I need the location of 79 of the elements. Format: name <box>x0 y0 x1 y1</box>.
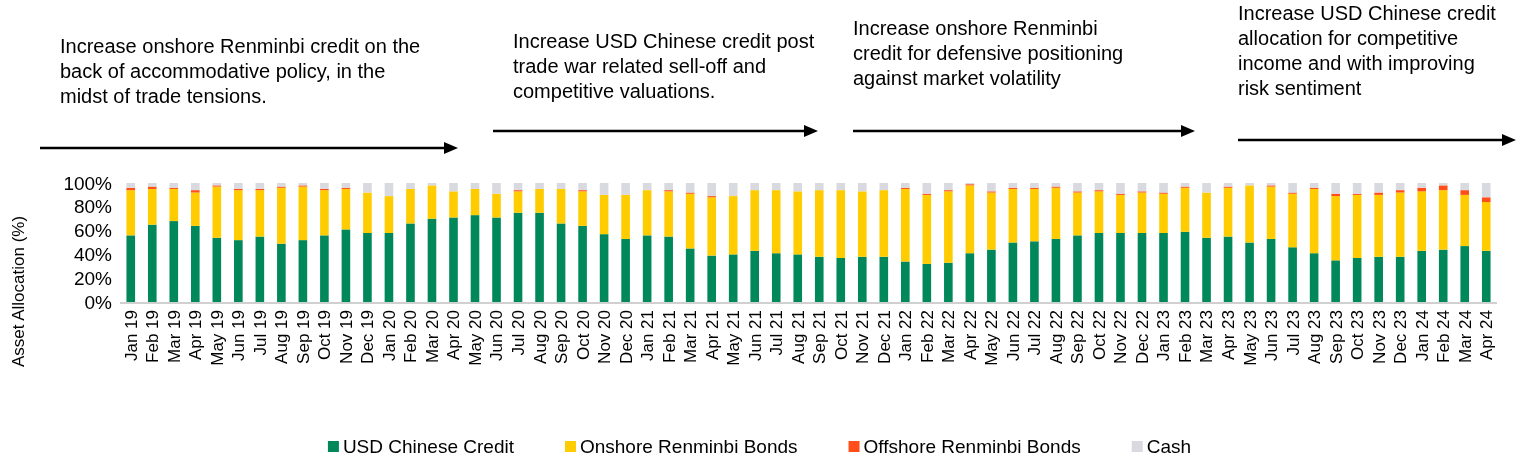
x-tick-label: Aug 23 <box>1305 310 1325 364</box>
x-tick-label: Jan 23 <box>1154 310 1174 362</box>
x-tick-label: Feb 23 <box>1175 310 1195 363</box>
x-tick-label: Jan 24 <box>1412 310 1432 362</box>
text: Increase USD Chinese credit post trade war related sell-off and competitive valuations. <box>513 30 815 102</box>
x-tick-label: May 22 <box>982 310 1002 366</box>
x-tick-label: Mar 21 <box>681 310 701 363</box>
x-tick-label: Jan 20 <box>379 310 399 362</box>
x-tick-label: Mar 20 <box>422 310 442 363</box>
x-tick-label: Apr 24 <box>1477 310 1497 361</box>
x-tick-label: May 20 <box>465 310 485 366</box>
x-tick-label: Dec 22 <box>1132 310 1152 364</box>
x-tick-label: Jul 22 <box>1025 310 1045 356</box>
x-tick-label: May 19 <box>207 310 227 366</box>
x-tick-label: Jun 19 <box>229 310 249 362</box>
x-tick-label: Jan 19 <box>121 310 141 362</box>
legend-label: USD Chinese Credit <box>342 436 515 457</box>
x-tick-label: Sep 19 <box>293 310 313 364</box>
x-tick-label: Apr 22 <box>960 310 980 361</box>
x-tick-label: Feb 24 <box>1434 310 1454 363</box>
x-tick-label: Sep 22 <box>1068 310 1088 364</box>
x-tick-label: May 23 <box>1240 310 1260 366</box>
x-tick-label: Dec 21 <box>874 310 894 364</box>
x-tick-label: Jun 21 <box>745 310 765 362</box>
x-tick-label: Nov 19 <box>336 310 356 364</box>
x-tick-label: Jul 23 <box>1283 310 1303 356</box>
x-tick-label: Nov 21 <box>853 310 873 364</box>
x-tick-label: Oct 20 <box>573 310 593 361</box>
x-tick-label: Apr 19 <box>186 310 206 361</box>
legend-label: Cash <box>1146 436 1192 457</box>
x-tick-label: Feb 19 <box>143 310 163 363</box>
x-tick-label: Nov 22 <box>1111 310 1131 364</box>
y-tick-label: 20% <box>73 267 113 289</box>
x-tick-label: Dec 20 <box>616 310 636 364</box>
x-tick-label: Nov 20 <box>595 310 615 364</box>
x-tick-label: Aug 20 <box>530 310 550 364</box>
x-tick-label: Jun 23 <box>1262 310 1282 362</box>
y-axis-title: Asset Allocation (%) <box>9 215 28 368</box>
y-tick-label: 100% <box>63 172 113 194</box>
x-tick-label: Jul 20 <box>508 310 528 356</box>
x-tick-label: Mar 24 <box>1455 310 1475 363</box>
x-tick-label: Oct 23 <box>1348 310 1368 361</box>
y-tick-label: 80% <box>73 196 113 218</box>
x-tick-label: Jul 19 <box>250 310 270 356</box>
x-tick-label: Mar 19 <box>164 310 184 363</box>
legend-label: Onshore Renminbi Bonds <box>579 436 798 457</box>
x-tick-label: Dec 23 <box>1391 310 1411 364</box>
x-tick-label: Nov 23 <box>1369 310 1389 364</box>
x-tick-label: Mar 23 <box>1197 310 1217 363</box>
y-tick-label: 40% <box>73 244 113 266</box>
x-tick-label: Oct 21 <box>831 310 851 361</box>
x-tick-label: Feb 22 <box>917 310 937 363</box>
x-tick-label: Jun 20 <box>487 310 507 362</box>
x-tick-label: Jan 22 <box>896 310 916 362</box>
x-tick-label: Sep 23 <box>1326 310 1346 364</box>
x-tick-label: Apr 23 <box>1219 310 1238 361</box>
y-tick-label: 60% <box>73 220 113 242</box>
text: Increase onshore Renminbi credit on the back of accommodative policy, in the midst of trade tensions. <box>60 35 421 107</box>
x-tick-label: Sep 20 <box>552 310 572 364</box>
legend-label: Offshore Renminbi Bonds <box>863 436 1081 457</box>
x-tick-label: Jan 21 <box>638 310 658 362</box>
x-tick-label: Dec 19 <box>358 310 378 364</box>
x-tick-label: Oct 22 <box>1089 310 1109 361</box>
x-tick-label: Aug 22 <box>1046 310 1066 364</box>
x-tick-label: Mar 22 <box>939 310 959 363</box>
x-tick-label: Apr 20 <box>444 310 464 361</box>
x-tick-label: Aug 19 <box>272 310 292 364</box>
x-tick-label: Aug 21 <box>788 310 808 364</box>
x-tick-label: May 21 <box>724 310 744 366</box>
x-tick-label: Oct 19 <box>315 310 335 361</box>
x-tick-label: Feb 21 <box>659 310 679 363</box>
x-tick-label: Feb 20 <box>401 310 421 363</box>
y-tick-label: 0% <box>84 291 113 313</box>
x-tick-label: Apr 21 <box>702 310 722 361</box>
text: Increase USD Chinese credit allocation for competitive income and with improving risk sentiment <box>1238 2 1497 99</box>
x-tick-label: Jun 22 <box>1003 310 1023 362</box>
x-tick-label: Jul 21 <box>767 310 787 356</box>
x-tick-label: Sep 21 <box>810 310 830 364</box>
text: Increase onshore Renminbi credit for defensive positioning against market volatility <box>853 17 1124 89</box>
